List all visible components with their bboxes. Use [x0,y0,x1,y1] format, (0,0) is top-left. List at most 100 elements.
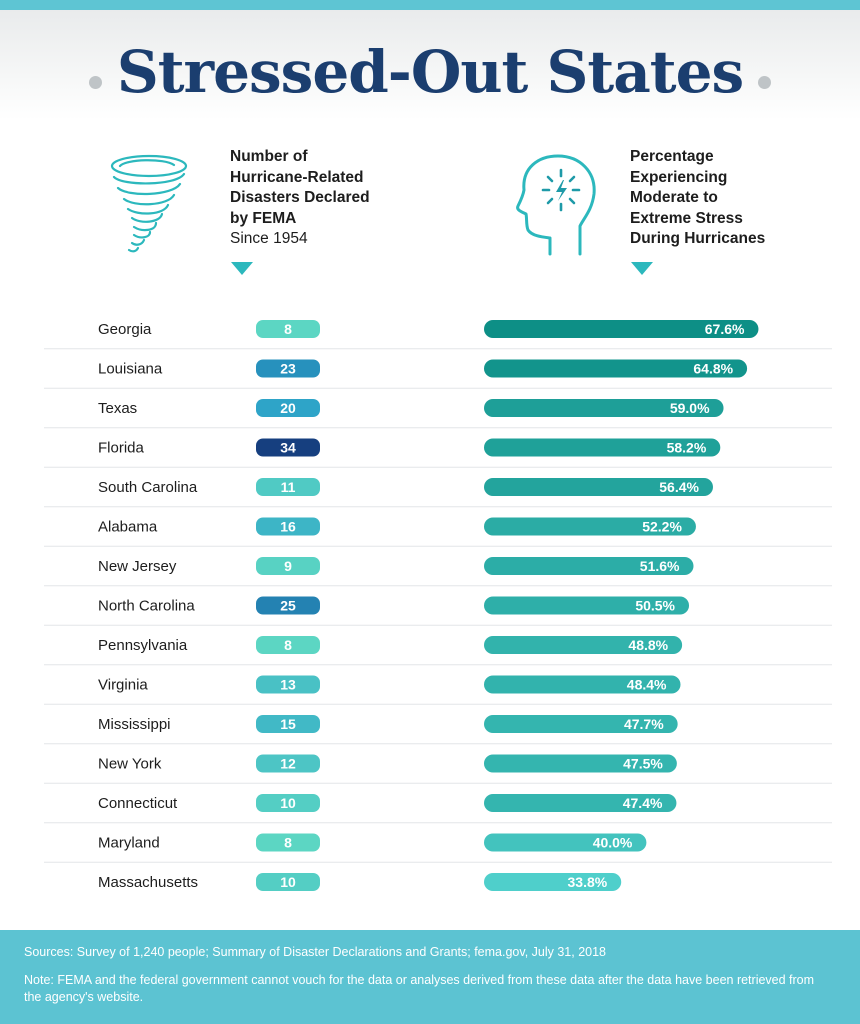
left-header-line: Disasters Declared [230,189,370,206]
stress-value-label: 40.0% [593,835,633,851]
stress-chart: Georgia 8 67.6% Louisiana 23 64.8% Texas 20 59.0… [44,320,832,891]
disaster-count-pill [256,320,320,338]
disaster-count-label: 23 [280,361,296,377]
stress-value-label: 58.2% [667,440,707,456]
stress-bar [484,596,690,615]
disaster-count-label: 10 [280,874,296,890]
right-header-line: Moderate to [630,189,718,206]
state-label: South Carolina [98,479,198,496]
disaster-count-pill [256,596,320,615]
disaster-count-label: 12 [280,756,296,772]
disaster-count-label: 15 [280,716,296,732]
disaster-count-label: 8 [284,835,292,851]
disaster-count-label: 13 [280,677,296,693]
tornado-icon [110,154,188,253]
title-band [0,10,860,120]
stress-value-label: 47.7% [624,716,664,732]
state-label: Georgia [98,321,152,338]
disaster-count-pill [256,754,320,773]
right-header-line: Experiencing [630,168,728,186]
state-label: New Jersey [98,558,177,575]
state-label: Florida [98,440,145,457]
state-label: Louisiana [98,361,163,378]
top-accent-bar [0,0,860,10]
disaster-count-label: 8 [284,321,292,337]
disaster-count-pill [256,517,320,536]
title-right-dot [758,76,771,89]
left-header-arrow-icon [231,262,253,275]
state-label: Maryland [98,835,160,852]
disaster-count-pill [256,399,320,417]
disaster-count-pill [256,438,320,457]
state-label: Texas [98,400,137,417]
stress-value-label: 51.6% [640,558,680,574]
left-header-line: Number of [230,148,308,165]
stress-value-label: 47.5% [623,756,663,772]
stress-bar [484,557,694,575]
state-label: Connecticut [98,795,178,812]
stress-bar [484,754,677,773]
stress-bar [484,636,683,654]
stress-bar [484,517,696,536]
stress-bar [484,438,721,457]
footer-sources: Sources: Survey of 1,240 people; Summary… [24,945,607,959]
stress-bar [484,833,647,852]
left-column-header: Number of Hurricane-Related Disasters De… [230,147,370,250]
stress-bar [484,675,681,694]
disaster-count-label: 9 [284,558,292,574]
disaster-count-pill [256,557,320,575]
stress-value-label: 33.8% [568,874,608,890]
stress-value-label: 59.0% [670,400,710,416]
stress-bar [484,359,748,378]
disaster-count-pill [256,833,320,852]
disaster-count-pill [256,675,320,694]
left-header-line: Hurricane-Related [230,168,364,186]
disaster-count-pill [256,794,320,812]
disaster-count-label: 25 [280,598,296,614]
right-header-line: Extreme Stress [630,209,743,227]
right-header-line: Percentage [630,148,714,165]
state-label: Massachusetts [98,874,198,891]
right-column-header: Percentage Experiencing Moderate to Extr… [630,147,765,250]
disaster-count-label: 11 [281,479,296,495]
disaster-count-pill [256,715,320,733]
state-label: North Carolina [98,598,195,615]
disaster-count-label: 20 [280,400,296,416]
state-label: Mississippi [98,716,171,733]
disaster-count-label: 10 [280,795,296,811]
state-label: Pennsylvania [98,637,188,654]
title-left-dot [89,76,102,89]
stress-bar [484,478,713,496]
disaster-count-label: 34 [280,440,296,456]
stress-value-label: 56.4% [659,479,699,495]
left-header-sub: Since 1954 [230,230,308,247]
stress-bar [484,399,724,417]
state-label: Virginia [98,677,148,694]
stress-bar [484,873,622,891]
stress-value-label: 50.5% [635,598,675,614]
disaster-count-pill [256,478,320,496]
page-title: Stressed-Out States [116,38,744,106]
stress-bar [484,794,677,812]
stress-value-label: 52.2% [642,519,682,535]
state-label: New York [98,756,162,773]
stress-value-label: 67.6% [705,321,745,337]
footer-note: Note: FEMA and the federal government ca… [24,973,815,1004]
disaster-count-label: 16 [280,519,296,535]
stress-value-label: 48.8% [628,637,668,653]
disaster-count-pill [256,636,320,654]
stress-bar [484,320,759,338]
stress-value-label: 48.4% [627,677,667,693]
disaster-count-pill [256,359,320,378]
stress-value-label: 64.8% [693,361,733,377]
state-label: Alabama [98,519,158,536]
head-stress-icon [516,154,596,256]
disaster-count-pill [256,873,320,891]
stress-bar [484,715,678,733]
footer: Sources: Survey of 1,240 people; Summary… [0,930,860,1024]
left-header-line: by FEMA [230,209,297,227]
stress-value-label: 47.4% [623,795,663,811]
disaster-count-label: 8 [284,637,292,653]
right-header-arrow-icon [631,262,653,275]
right-header-line: During Hurricanes [630,230,766,247]
